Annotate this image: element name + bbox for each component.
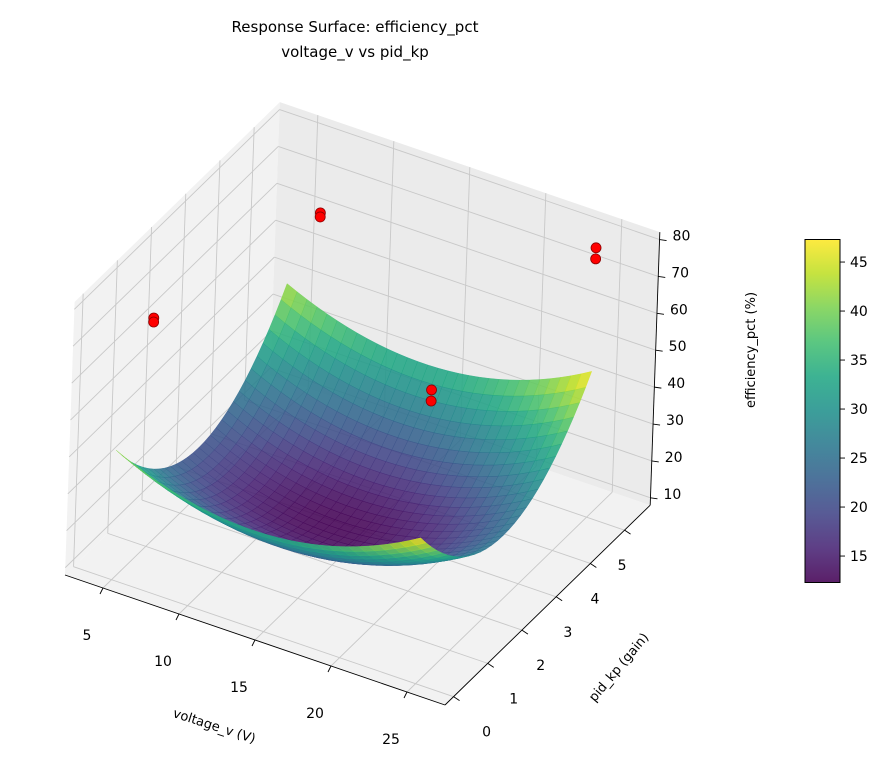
x-tick-label: 15 xyxy=(230,680,248,696)
left-gridline-z xyxy=(71,182,278,384)
back-gridline-z xyxy=(274,256,655,388)
tick-labels: 5 10 15 20 25 0 1 2 3 4 5 10 20 30 40 50 60 70 80 xyxy=(83,229,691,748)
y-tick-label: 4 xyxy=(590,591,599,607)
x-tick xyxy=(327,665,332,673)
x-tick xyxy=(175,613,180,621)
back-gridline-x xyxy=(611,219,623,493)
x-tick xyxy=(403,691,408,699)
x-tick-label: 20 xyxy=(306,706,324,722)
x-tick-label: 10 xyxy=(154,654,172,670)
x-tick-label: 25 xyxy=(382,732,400,748)
colorbar-tick-label: 20 xyxy=(850,500,868,516)
z-tick xyxy=(655,349,663,352)
z-tick-label: 60 xyxy=(670,302,688,318)
y-tick xyxy=(487,663,494,668)
left-gridline-y xyxy=(209,160,221,434)
z-axis-line xyxy=(649,232,661,506)
chart-title: Response Surface: efficiency_pct xyxy=(232,18,479,37)
x-tick xyxy=(251,639,256,647)
y-tick xyxy=(624,529,631,535)
floor-gridline-y xyxy=(141,499,523,631)
scatter-points xyxy=(148,207,602,407)
colorbar-gradient xyxy=(804,239,841,583)
x-tick-label: 5 xyxy=(83,628,92,644)
y-axis-label: pid_kp (gain) xyxy=(586,630,652,705)
floor-gridline-y xyxy=(107,532,488,664)
floor-gridline-x xyxy=(406,491,613,693)
left-gridline-z xyxy=(66,330,273,532)
z-axis-label: efficiency_pct (%) xyxy=(744,292,759,408)
z-tick xyxy=(651,460,659,463)
back-gridline-z xyxy=(275,219,656,351)
y-axis-line xyxy=(444,504,651,706)
y-tick xyxy=(521,629,529,635)
y-tick xyxy=(555,596,563,602)
z-tick-label: 10 xyxy=(663,487,681,503)
x-tick xyxy=(99,587,104,595)
data-point xyxy=(425,395,437,407)
floor-gridline-y xyxy=(73,566,454,698)
y-tick-label: 2 xyxy=(536,658,545,674)
left-pane xyxy=(65,102,280,575)
z-tick-label: 50 xyxy=(669,339,687,355)
left-gridline-y xyxy=(107,260,118,534)
data-point xyxy=(148,316,160,328)
colorbar-tick-label: 35 xyxy=(850,353,868,369)
colorbar-tick-label: 40 xyxy=(850,304,868,320)
z-tick xyxy=(650,497,658,500)
y-tick-label: 0 xyxy=(482,725,491,741)
z-tick xyxy=(659,239,667,241)
y-tick-label: 1 xyxy=(509,691,518,707)
axis-lines xyxy=(64,232,667,706)
colorbar: 15 20 25 30 35 40 45 xyxy=(804,239,868,583)
colorbar-tick-label: 25 xyxy=(850,451,868,467)
left-gridline-z xyxy=(67,293,274,495)
colorbar-tick-label: 30 xyxy=(850,402,868,418)
z-tick xyxy=(656,312,665,315)
z-tick-label: 30 xyxy=(666,413,684,429)
left-gridline-z xyxy=(74,109,280,310)
z-tick-label: 20 xyxy=(665,450,683,466)
x-axis-label: voltage_v (V) xyxy=(171,706,257,747)
left-gridline-y xyxy=(141,226,153,501)
surface-patch xyxy=(409,537,427,546)
data-point xyxy=(314,211,326,223)
left-gridline-y xyxy=(244,127,255,401)
colorbar-tick-label: 45 xyxy=(850,255,868,271)
data-point xyxy=(590,242,602,254)
y-tick xyxy=(453,696,460,702)
left-gridline-y xyxy=(175,193,187,467)
chart-subtitle: voltage_v vs pid_kp xyxy=(281,43,429,62)
left-gridline-z xyxy=(72,146,279,347)
z-tick xyxy=(654,386,662,389)
y-tick-label: 3 xyxy=(563,625,572,641)
z-tick-label: 40 xyxy=(667,376,685,392)
back-gridline-z xyxy=(276,182,658,314)
z-tick xyxy=(658,275,666,278)
y-tick xyxy=(590,563,597,568)
data-point xyxy=(426,384,437,396)
z-tick-label: 70 xyxy=(671,265,689,281)
back-gridline-z xyxy=(279,109,660,240)
left-gridline-z xyxy=(68,256,275,458)
back-gridline-z xyxy=(272,293,654,425)
colorbar-tick-label: 15 xyxy=(850,549,868,565)
y-tick-label: 5 xyxy=(618,558,627,574)
left-gridline-y xyxy=(73,293,84,567)
z-tick-label: 80 xyxy=(673,229,691,245)
left-gridline-z xyxy=(70,219,276,421)
z-tick xyxy=(652,423,661,426)
data-point xyxy=(590,253,602,265)
